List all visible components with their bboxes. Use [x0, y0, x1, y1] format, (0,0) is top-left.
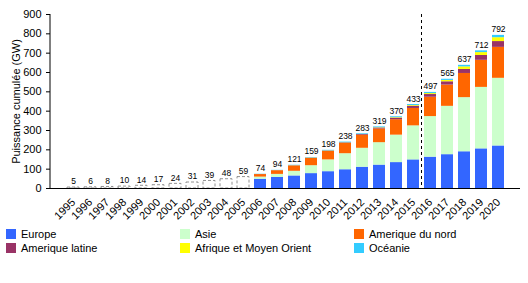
svg-text:2014: 2014 — [374, 195, 401, 222]
svg-text:39: 39 — [205, 170, 215, 180]
html-text:Afrique et Moyen Orient: Afrique et Moyen Orient — [195, 242, 312, 254]
html-text:Océanie: Océanie — [369, 242, 410, 254]
svg-text:94: 94 — [273, 159, 283, 169]
html-text:Asie: Asie — [195, 228, 217, 240]
svg-text:1998: 1998 — [102, 195, 129, 222]
svg-text:2015: 2015 — [391, 195, 418, 222]
svg-text:433: 433 — [406, 94, 420, 104]
svg-text:637: 637 — [457, 54, 471, 64]
svg-text:2017: 2017 — [425, 195, 452, 222]
svg-text:59: 59 — [239, 166, 249, 176]
svg-text:2002: 2002 — [170, 195, 197, 222]
svg-text:Puissance cumulée (GW): Puissance cumulée (GW) — [10, 39, 22, 164]
svg-text:2012: 2012 — [340, 195, 367, 222]
svg-text:200: 200 — [23, 143, 41, 155]
svg-text:31: 31 — [188, 171, 198, 181]
svg-text:5: 5 — [71, 176, 76, 186]
svg-text:565: 565 — [440, 68, 454, 78]
svg-text:370: 370 — [389, 106, 403, 116]
svg-text:2004: 2004 — [204, 195, 231, 222]
svg-text:6: 6 — [88, 176, 93, 186]
svg-text:2009: 2009 — [289, 195, 316, 222]
svg-text:238: 238 — [338, 131, 352, 141]
svg-text:1996: 1996 — [68, 195, 95, 222]
html-text:Amerique du nord: Amerique du nord — [369, 228, 457, 240]
svg-text:2008: 2008 — [272, 195, 299, 222]
svg-text:497: 497 — [423, 81, 437, 91]
svg-text:500: 500 — [23, 85, 41, 97]
svg-text:2003: 2003 — [187, 195, 214, 222]
svg-text:1995: 1995 — [51, 195, 78, 222]
svg-text:2007: 2007 — [255, 195, 282, 222]
svg-text:74: 74 — [256, 163, 266, 173]
svg-text:2001: 2001 — [153, 195, 180, 222]
svg-text:712: 712 — [474, 40, 488, 50]
svg-text:1997: 1997 — [85, 195, 112, 222]
svg-text:2019: 2019 — [459, 195, 486, 222]
svg-text:400: 400 — [23, 105, 41, 117]
svg-text:300: 300 — [23, 124, 41, 136]
svg-text:8: 8 — [105, 176, 110, 186]
svg-text:2016: 2016 — [408, 195, 435, 222]
svg-text:24: 24 — [171, 173, 181, 183]
svg-text:2020: 2020 — [477, 196, 503, 222]
svg-text:2013: 2013 — [357, 195, 384, 222]
svg-text:1999: 1999 — [119, 195, 146, 222]
svg-text:159: 159 — [304, 146, 318, 156]
svg-text:0: 0 — [35, 182, 41, 194]
svg-text:48: 48 — [222, 168, 232, 178]
svg-text:10: 10 — [120, 175, 130, 185]
svg-text:800: 800 — [23, 27, 41, 39]
svg-text:2006: 2006 — [238, 195, 265, 222]
svg-text:198: 198 — [321, 139, 335, 149]
svg-text:17: 17 — [154, 174, 164, 184]
svg-text:792: 792 — [491, 24, 505, 34]
svg-text:2005: 2005 — [221, 195, 248, 222]
svg-text:121: 121 — [287, 154, 301, 164]
svg-text:319: 319 — [372, 116, 386, 126]
svg-text:14: 14 — [137, 175, 147, 185]
svg-text:2000: 2000 — [136, 195, 163, 222]
html-text:Amerique latine: Amerique latine — [21, 242, 98, 254]
svg-text:600: 600 — [23, 66, 41, 78]
svg-text:283: 283 — [355, 123, 369, 133]
svg-text:900: 900 — [23, 8, 41, 20]
svg-text:2018: 2018 — [442, 195, 469, 222]
svg-text:2011: 2011 — [324, 195, 350, 221]
svg-text:700: 700 — [23, 47, 41, 59]
svg-text:2010: 2010 — [306, 195, 333, 222]
html-text:Europe: Europe — [21, 228, 57, 240]
svg-text:100: 100 — [23, 163, 41, 175]
